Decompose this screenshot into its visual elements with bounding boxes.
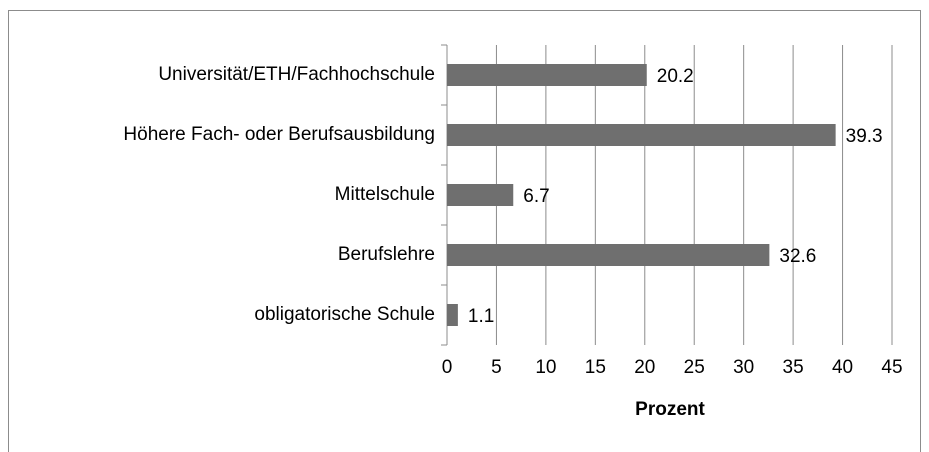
data-label: 32.6 xyxy=(779,246,816,267)
y-tick-label: obligatorische Schule xyxy=(254,304,435,325)
x-tick-label: 35 xyxy=(783,357,804,378)
bar xyxy=(447,244,770,266)
data-label: 39.3 xyxy=(846,126,883,147)
bar xyxy=(447,304,458,326)
x-tick-label: 10 xyxy=(535,357,556,378)
x-tick-label: 5 xyxy=(491,357,502,378)
data-label: 1.1 xyxy=(468,306,494,327)
y-tick-label: Berufslehre xyxy=(338,244,435,265)
data-label: 6.7 xyxy=(523,186,549,207)
y-tick-label: Universität/ETH/Fachhochschule xyxy=(158,64,435,85)
bar xyxy=(447,184,514,206)
bar xyxy=(447,64,647,86)
x-tick-label: 40 xyxy=(832,357,853,378)
bar xyxy=(447,124,836,146)
data-label: 20.2 xyxy=(657,66,694,87)
y-tick-label: Höhere Fach- oder Berufsausbildung xyxy=(123,124,435,145)
x-tick-label: 15 xyxy=(585,357,606,378)
x-tick-label: 20 xyxy=(634,357,655,378)
x-tick-label: 30 xyxy=(733,357,754,378)
x-tick-label: 45 xyxy=(881,357,902,378)
x-tick-label: 0 xyxy=(442,357,453,378)
x-tick-label: 25 xyxy=(684,357,705,378)
y-tick-label: Mittelschule xyxy=(335,184,435,205)
x-axis-label: Prozent xyxy=(635,399,705,420)
